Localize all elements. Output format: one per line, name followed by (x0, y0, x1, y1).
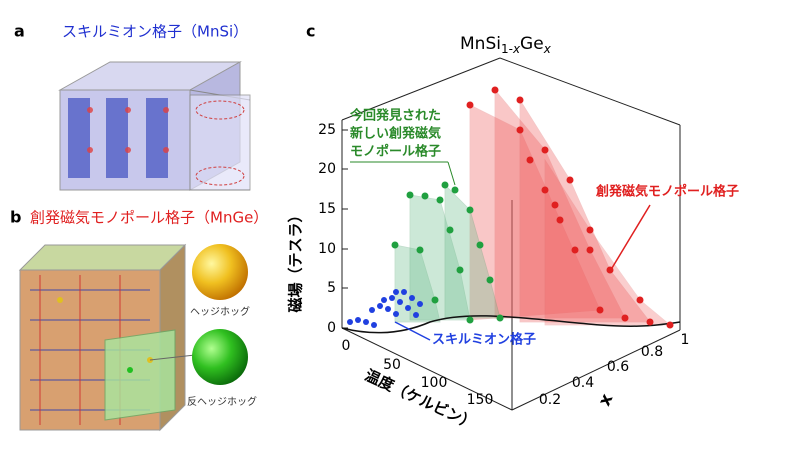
phase-boundary (341, 315, 681, 334)
text: 25 (318, 122, 336, 138)
new-lattice-planes (394, 184, 501, 323)
monopole-planes (469, 88, 672, 326)
text: Ge (520, 34, 544, 54)
text: 50 (383, 357, 401, 373)
panel-label: b (10, 208, 21, 227)
panel-label: c (306, 22, 315, 41)
z-axis-label: 磁場（テスラ） (287, 207, 305, 312)
skyrmion-lattice-illustration (58, 61, 251, 191)
text: 100 (421, 375, 448, 391)
text: 15 (318, 201, 336, 217)
new-lattice-annotation: 今回発見された 新しい創発磁気 モノポール格子 (349, 108, 456, 186)
skyrmion-pointer (394, 321, 431, 341)
text: 150 (467, 392, 494, 408)
text: 0.8 (641, 344, 663, 360)
text: 0 (342, 338, 351, 354)
antihedgehog-label: 反ヘッジホッグ (187, 395, 257, 408)
z-tick-labels: 0 5 10 15 20 25 (318, 122, 336, 336)
panel-title: MnSi1-xGex (460, 34, 552, 56)
plot-frame (341, 57, 681, 411)
text: MnSi (460, 34, 501, 54)
text: 1 (681, 332, 690, 348)
text: x (543, 42, 552, 56)
text: 新しい創発磁気 (350, 126, 441, 142)
new-lattice-points (391, 181, 504, 324)
temperature-tick-labels: 0 50 100 150 (342, 338, 494, 408)
text: 0.2 (539, 392, 561, 408)
monopole-points (466, 86, 674, 329)
z-ticks (342, 129, 348, 329)
text: モノポール格子 (350, 144, 441, 160)
monopole-pointer (611, 204, 651, 269)
text: 0 (327, 320, 336, 336)
text: 0.6 (607, 359, 629, 375)
text: 10 (318, 241, 336, 257)
monopole-annotation: 創発磁気モノポール格子 (595, 184, 739, 200)
x-axis-label: x (595, 391, 618, 409)
panel-title: スキルミオン格子（MnSi） (62, 23, 248, 41)
text: 20 (318, 161, 336, 177)
hedgehog-label: ヘッジホッグ (190, 305, 250, 318)
monopole-lattice-illustration (18, 243, 248, 432)
text: 1- (501, 42, 513, 56)
x-tick-labels: 0.2 0.4 0.6 0.8 1 (539, 332, 690, 408)
panel-title: 創発磁気モノポール格子（MnGe） (30, 209, 268, 227)
text: 5 (327, 280, 336, 296)
panel-label: a (14, 22, 25, 41)
text: 0.4 (572, 375, 594, 391)
skyrmion-points (347, 289, 423, 328)
text: 今回発見された (349, 108, 441, 124)
text: x (512, 42, 521, 56)
skyrmion-annotation: スキルミオン格子 (432, 332, 536, 348)
